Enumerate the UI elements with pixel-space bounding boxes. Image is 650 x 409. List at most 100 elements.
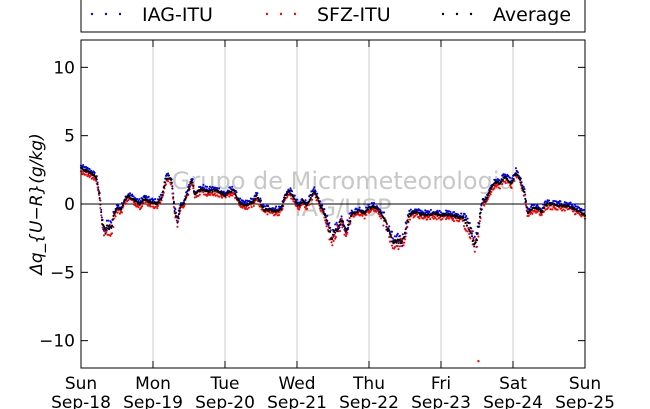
data-point xyxy=(190,179,193,182)
data-point xyxy=(92,176,95,179)
data-point xyxy=(465,214,468,218)
data-point xyxy=(239,201,242,204)
data-point xyxy=(504,182,507,185)
data-point xyxy=(239,197,242,200)
x-axis: SunSep-18MonSep-19TueSep-20WedSep-21ThuS… xyxy=(51,40,615,409)
data-point xyxy=(95,176,98,179)
data-point xyxy=(471,230,474,233)
data-point xyxy=(122,202,125,205)
data-point xyxy=(341,226,344,229)
data-point xyxy=(429,208,432,211)
data-point xyxy=(171,192,174,195)
data-point xyxy=(558,202,561,205)
data-point xyxy=(573,206,576,209)
data-point xyxy=(334,237,337,240)
data-point xyxy=(465,224,468,227)
data-point xyxy=(523,191,526,194)
data-point xyxy=(277,214,281,217)
data-point xyxy=(409,214,412,217)
data-point xyxy=(504,173,507,176)
data-point xyxy=(434,216,437,219)
data-point xyxy=(216,194,219,197)
data-point xyxy=(254,197,257,200)
data-point xyxy=(169,178,173,181)
data-point xyxy=(205,185,209,188)
data-point xyxy=(347,223,350,226)
data-point xyxy=(361,214,364,217)
data-point xyxy=(469,226,472,229)
data-point xyxy=(246,208,249,211)
data-point xyxy=(464,216,467,219)
data-point xyxy=(84,173,88,176)
data-point xyxy=(208,187,211,190)
data-point xyxy=(334,231,337,234)
data-point xyxy=(343,225,346,228)
data-point xyxy=(469,237,472,240)
data-point xyxy=(552,205,556,208)
data-point xyxy=(452,220,456,223)
x-tick-date: Sep-20 xyxy=(195,393,255,409)
x-tick-date: Sep-19 xyxy=(123,393,183,409)
data-point xyxy=(247,206,250,209)
data-point xyxy=(278,211,281,214)
data-point xyxy=(167,177,170,180)
data-point xyxy=(88,168,91,171)
data-point xyxy=(154,201,157,204)
data-point xyxy=(476,232,479,235)
data-point xyxy=(401,240,404,243)
y-tick-label: −10 xyxy=(39,332,75,352)
data-point xyxy=(102,234,106,237)
data-point xyxy=(439,211,443,214)
data-point xyxy=(234,194,237,197)
data-point xyxy=(408,209,411,212)
x-tick-day: Wed xyxy=(278,374,315,394)
data-point xyxy=(109,234,112,237)
data-point xyxy=(99,206,102,210)
data-point xyxy=(185,196,188,199)
data-point xyxy=(560,207,563,210)
data-point xyxy=(542,203,545,206)
data-point xyxy=(524,200,528,203)
data-point xyxy=(257,203,260,206)
data-point xyxy=(462,225,466,228)
data-point xyxy=(349,222,352,225)
data-point xyxy=(288,189,291,192)
legend-label: Average xyxy=(493,4,571,26)
data-point xyxy=(256,192,259,195)
data-point xyxy=(228,195,231,198)
data-point xyxy=(173,209,176,213)
data-point xyxy=(468,230,471,233)
data-point xyxy=(156,204,160,208)
data-point xyxy=(285,196,288,199)
x-tick-day: Mon xyxy=(135,374,171,394)
data-point xyxy=(100,208,103,211)
data-point xyxy=(322,211,325,214)
legend-marker xyxy=(265,12,269,16)
data-point xyxy=(138,198,141,201)
data-point xyxy=(345,233,348,236)
data-point xyxy=(403,238,407,241)
data-point xyxy=(383,217,386,220)
data-point xyxy=(235,191,238,194)
data-point xyxy=(383,211,386,214)
data-point xyxy=(378,213,381,216)
data-point xyxy=(125,202,128,205)
data-point xyxy=(171,187,174,190)
data-point xyxy=(110,232,114,235)
data-point xyxy=(540,213,543,217)
data-point xyxy=(156,203,159,206)
data-point xyxy=(261,207,264,210)
x-tick-day: Fri xyxy=(431,374,451,394)
data-point xyxy=(492,184,495,187)
data-point xyxy=(541,209,544,213)
data-point xyxy=(484,200,487,203)
data-point xyxy=(179,206,182,209)
data-point xyxy=(90,171,93,174)
data-point xyxy=(574,208,577,211)
data-point xyxy=(295,198,299,201)
data-point xyxy=(192,187,195,190)
data-point xyxy=(527,214,530,217)
data-point xyxy=(128,192,132,195)
data-point xyxy=(293,198,296,201)
